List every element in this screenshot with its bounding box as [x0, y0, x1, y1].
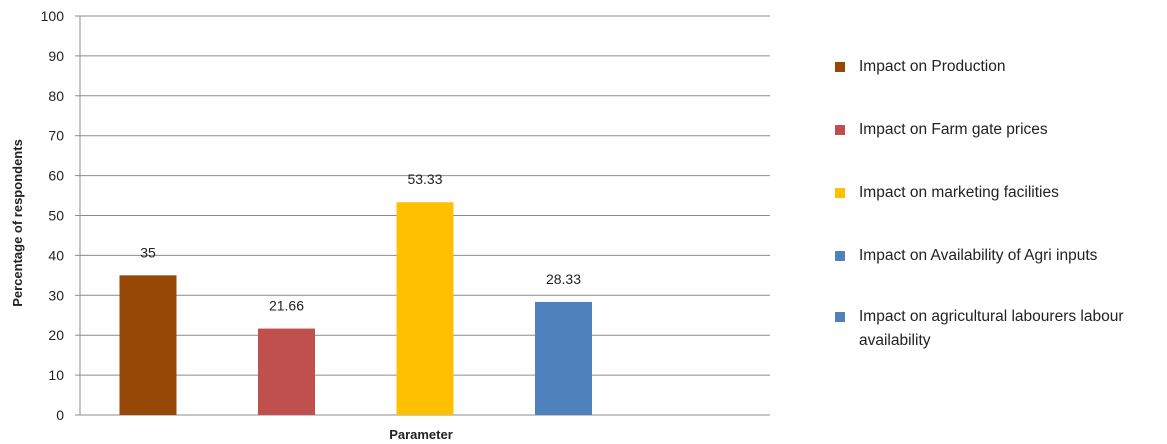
bar	[258, 328, 315, 415]
bar	[396, 202, 454, 415]
legend-item: Impact on Availability of Agri inputs	[835, 244, 1159, 268]
legend-swatch	[835, 62, 845, 72]
y-tick-label: 70	[48, 128, 64, 144]
bar	[119, 275, 177, 415]
legend-swatch	[835, 125, 845, 135]
bar-value-label: 35	[140, 244, 156, 260]
legend-label: Impact on Farm gate prices	[859, 121, 1048, 138]
legend-item: Impact on Farm gate prices	[835, 118, 1159, 142]
bar-value-label: 53.33	[407, 171, 442, 187]
legend-label: Impact on Production	[859, 58, 1006, 75]
x-axis-title: Parameter	[389, 427, 453, 442]
bar-chart: 0 10 20 30 40 50 60 70 80 90 100 35 21.66 53.33 28.33…	[10, 8, 770, 442]
bar	[535, 301, 592, 415]
y-tick-label: 0	[56, 407, 64, 423]
y-tick-label: 50	[48, 208, 64, 224]
legend-swatch	[835, 251, 845, 261]
legend-label: Impact on marketing facilities	[859, 184, 1059, 201]
y-tick-label: 30	[48, 287, 64, 303]
data-labels: 35 21.66 53.33 28.33	[140, 171, 581, 313]
y-axis-ticks: 0 10 20 30 40 50 60 70 80 90 100	[41, 8, 65, 423]
legend-swatch	[835, 312, 845, 322]
y-tick-label: 40	[48, 247, 64, 263]
bar-value-label: 21.66	[269, 298, 304, 314]
legend-item: Impact on marketing facilities	[835, 181, 1159, 205]
legend-item: Impact on Production	[835, 55, 1159, 79]
y-tick-label: 90	[48, 48, 64, 64]
y-tick-label: 80	[48, 88, 64, 104]
legend-swatch	[835, 188, 845, 198]
bar-value-label: 28.33	[546, 271, 581, 287]
legend-item: Impact on agricultural labourers labour …	[835, 305, 1159, 353]
legend-label: Impact on Availability of Agri inputs	[859, 247, 1098, 264]
y-axis-title: Percentage of respondents	[10, 139, 25, 307]
legend-label: Impact on agricultural labourers labour …	[859, 308, 1124, 349]
y-tick-label: 60	[48, 168, 64, 184]
y-tick-label: 20	[48, 327, 64, 343]
bars	[119, 202, 592, 415]
y-tick-label: 10	[48, 367, 64, 383]
y-tick-label: 100	[41, 8, 65, 24]
